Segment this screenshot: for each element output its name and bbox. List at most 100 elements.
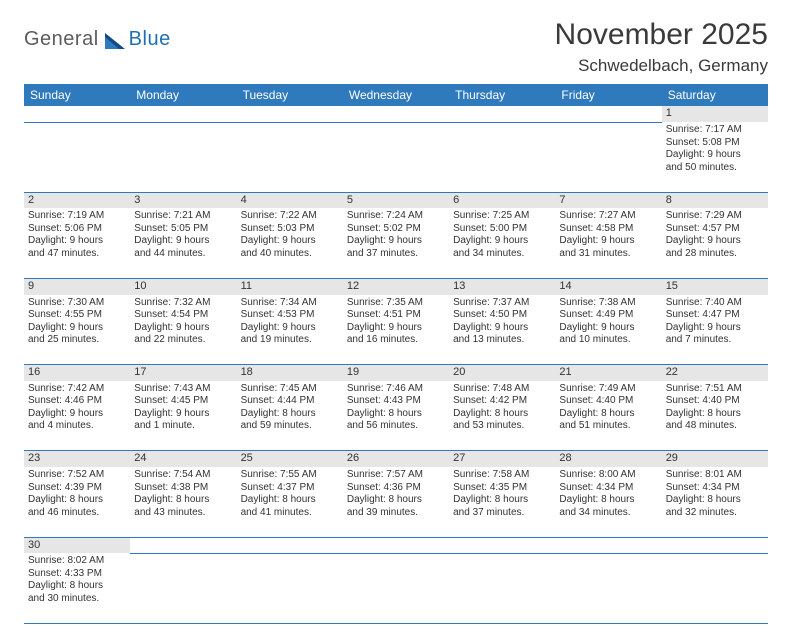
day-sunrise: Sunrise: 7:29 AM xyxy=(666,210,764,223)
daynum-cell: 2 xyxy=(24,192,130,208)
day-cell: Sunrise: 7:34 AMSunset: 4:53 PMDaylight:… xyxy=(237,295,343,365)
day-cell: Sunrise: 7:17 AMSunset: 5:08 PMDaylight:… xyxy=(662,122,768,192)
day-sunrise: Sunrise: 7:43 AM xyxy=(134,383,232,396)
daynum-row: 30 xyxy=(24,537,768,553)
day-daylight1: Daylight: 9 hours xyxy=(347,235,445,248)
day-sunrise: Sunrise: 7:48 AM xyxy=(453,383,551,396)
day-cell xyxy=(662,553,768,623)
calendar-table: Sunday Monday Tuesday Wednesday Thursday… xyxy=(24,84,768,624)
day-cell xyxy=(555,122,661,192)
weekday-header: Sunday xyxy=(24,84,130,106)
day-sunset: Sunset: 4:35 PM xyxy=(453,482,551,495)
weekday-header: Friday xyxy=(555,84,661,106)
day-cell: Sunrise: 8:01 AMSunset: 4:34 PMDaylight:… xyxy=(662,467,768,537)
day-sunset: Sunset: 5:00 PM xyxy=(453,223,551,236)
day-daylight2: and 39 minutes. xyxy=(347,507,445,520)
daynum-cell: 12 xyxy=(343,278,449,294)
day-cell: Sunrise: 7:27 AMSunset: 4:58 PMDaylight:… xyxy=(555,208,661,278)
logo-text-blue: Blue xyxy=(129,28,171,51)
day-cell: Sunrise: 7:21 AMSunset: 5:05 PMDaylight:… xyxy=(130,208,236,278)
daynum-cell: 13 xyxy=(449,278,555,294)
day-sunrise: Sunrise: 7:24 AM xyxy=(347,210,445,223)
daynum-cell: 6 xyxy=(449,192,555,208)
daynum-cell xyxy=(130,537,236,553)
daynum-cell xyxy=(237,106,343,122)
day-daylight2: and 37 minutes. xyxy=(347,248,445,261)
logo-text-general: General xyxy=(24,28,99,51)
daynum-row: 23242526272829 xyxy=(24,451,768,467)
day-daylight2: and 41 minutes. xyxy=(241,507,339,520)
day-sunrise: Sunrise: 7:52 AM xyxy=(28,469,126,482)
day-cell: Sunrise: 7:45 AMSunset: 4:44 PMDaylight:… xyxy=(237,381,343,451)
daynum-cell: 24 xyxy=(130,451,236,467)
day-sunrise: Sunrise: 7:57 AM xyxy=(347,469,445,482)
day-cell: Sunrise: 7:29 AMSunset: 4:57 PMDaylight:… xyxy=(662,208,768,278)
day-daylight1: Daylight: 9 hours xyxy=(241,322,339,335)
day-daylight2: and 44 minutes. xyxy=(134,248,232,261)
day-cell: Sunrise: 7:35 AMSunset: 4:51 PMDaylight:… xyxy=(343,295,449,365)
day-daylight1: Daylight: 9 hours xyxy=(559,322,657,335)
daynum-cell: 28 xyxy=(555,451,661,467)
day-daylight2: and 22 minutes. xyxy=(134,334,232,347)
day-daylight2: and 51 minutes. xyxy=(559,420,657,433)
daynum-cell: 4 xyxy=(237,192,343,208)
daynum-cell: 10 xyxy=(130,278,236,294)
day-daylight1: Daylight: 9 hours xyxy=(28,408,126,421)
day-daylight1: Daylight: 8 hours xyxy=(241,494,339,507)
day-sunrise: Sunrise: 7:45 AM xyxy=(241,383,339,396)
day-cell xyxy=(449,553,555,623)
daynum-cell: 23 xyxy=(24,451,130,467)
day-cell: Sunrise: 7:52 AMSunset: 4:39 PMDaylight:… xyxy=(24,467,130,537)
day-daylight1: Daylight: 8 hours xyxy=(666,494,764,507)
daynum-row: 1 xyxy=(24,106,768,122)
day-sunset: Sunset: 4:53 PM xyxy=(241,309,339,322)
day-sunset: Sunset: 4:55 PM xyxy=(28,309,126,322)
day-daylight2: and 50 minutes. xyxy=(666,162,764,175)
page: General Blue November 2025 Schwedelbach,… xyxy=(0,0,792,642)
day-daylight1: Daylight: 9 hours xyxy=(666,149,764,162)
day-cell: Sunrise: 7:55 AMSunset: 4:37 PMDaylight:… xyxy=(237,467,343,537)
day-sunrise: Sunrise: 7:32 AM xyxy=(134,297,232,310)
day-daylight1: Daylight: 9 hours xyxy=(559,235,657,248)
daynum-cell xyxy=(24,106,130,122)
weekday-header: Saturday xyxy=(662,84,768,106)
day-sunrise: Sunrise: 7:42 AM xyxy=(28,383,126,396)
day-sunrise: Sunrise: 7:55 AM xyxy=(241,469,339,482)
day-daylight2: and 47 minutes. xyxy=(28,248,126,261)
daynum-cell: 27 xyxy=(449,451,555,467)
daynum-cell: 25 xyxy=(237,451,343,467)
week-row: Sunrise: 7:52 AMSunset: 4:39 PMDaylight:… xyxy=(24,467,768,537)
day-sunset: Sunset: 4:36 PM xyxy=(347,482,445,495)
daynum-cell xyxy=(449,106,555,122)
daynum-cell: 5 xyxy=(343,192,449,208)
day-sunrise: Sunrise: 7:35 AM xyxy=(347,297,445,310)
daynum-cell xyxy=(555,537,661,553)
daynum-cell: 8 xyxy=(662,192,768,208)
day-cell xyxy=(237,122,343,192)
day-sunset: Sunset: 5:06 PM xyxy=(28,223,126,236)
day-sunset: Sunset: 4:51 PM xyxy=(347,309,445,322)
day-cell: Sunrise: 7:48 AMSunset: 4:42 PMDaylight:… xyxy=(449,381,555,451)
day-daylight1: Daylight: 9 hours xyxy=(347,322,445,335)
day-daylight1: Daylight: 8 hours xyxy=(28,580,126,593)
day-daylight1: Daylight: 9 hours xyxy=(134,408,232,421)
day-daylight2: and 40 minutes. xyxy=(241,248,339,261)
day-sunset: Sunset: 4:34 PM xyxy=(666,482,764,495)
day-cell: Sunrise: 7:24 AMSunset: 5:02 PMDaylight:… xyxy=(343,208,449,278)
day-daylight1: Daylight: 8 hours xyxy=(347,408,445,421)
day-cell: Sunrise: 7:57 AMSunset: 4:36 PMDaylight:… xyxy=(343,467,449,537)
day-sunrise: Sunrise: 8:01 AM xyxy=(666,469,764,482)
day-daylight2: and 16 minutes. xyxy=(347,334,445,347)
day-cell: Sunrise: 8:00 AMSunset: 4:34 PMDaylight:… xyxy=(555,467,661,537)
week-row: Sunrise: 7:19 AMSunset: 5:06 PMDaylight:… xyxy=(24,208,768,278)
day-sunrise: Sunrise: 7:21 AM xyxy=(134,210,232,223)
daynum-cell: 30 xyxy=(24,537,130,553)
day-sunrise: Sunrise: 7:49 AM xyxy=(559,383,657,396)
month-title: November 2025 xyxy=(555,18,768,52)
day-cell: Sunrise: 7:51 AMSunset: 4:40 PMDaylight:… xyxy=(662,381,768,451)
day-daylight1: Daylight: 9 hours xyxy=(134,235,232,248)
day-sunset: Sunset: 4:46 PM xyxy=(28,395,126,408)
day-daylight2: and 48 minutes. xyxy=(666,420,764,433)
day-sunset: Sunset: 4:54 PM xyxy=(134,309,232,322)
day-sunset: Sunset: 4:45 PM xyxy=(134,395,232,408)
